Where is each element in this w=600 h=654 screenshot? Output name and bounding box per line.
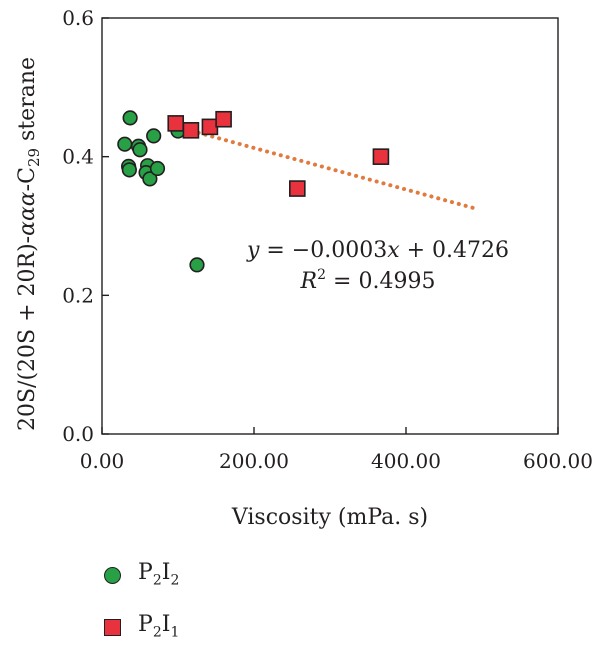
point-p2i1 (215, 110, 232, 128)
x-tick-label: 0.00 (80, 449, 125, 473)
legend-label-p2i2: P2I2 (138, 560, 180, 589)
y-tick-label: 0.6 (62, 6, 94, 30)
point-p2i1 (201, 118, 219, 136)
legend-label-p2i1: P2I1 (138, 612, 180, 641)
legend-marker-square (104, 619, 121, 636)
scatter-chart: 0.0 0.2 0.4 0.6 0.00 200.00 400.00 600.00 Viscos… (15, 6, 593, 530)
point-p2i2 (146, 128, 162, 144)
point-p2i2 (189, 257, 205, 273)
x-tick-label: 600.00 (523, 449, 593, 473)
y-tick-label: 0.4 (62, 145, 94, 169)
y-tick-label: 0.0 (62, 422, 94, 446)
legend-item-p2i1: P2I1 (100, 612, 260, 642)
point-p2i2 (117, 136, 133, 152)
point-p2i2 (142, 171, 158, 187)
point-p2i2 (149, 160, 166, 177)
y-axis-label: 20S/(20S + 20R)-ααα-C29 sterane (15, 57, 43, 431)
point-p2i1 (372, 148, 390, 165)
legend-marker-circle (104, 567, 121, 584)
x-tick-label: 200.00 (219, 449, 289, 473)
point-p2i2 (121, 162, 137, 178)
trend-line (176, 125, 477, 211)
trend-equation: y = −0.0003x + 0.4726 (246, 238, 509, 263)
point-p2i1 (182, 122, 200, 139)
x-axis-label: Viscosity (mPa. s) (231, 505, 428, 530)
point-p2i2 (132, 142, 148, 158)
point-p2i1 (167, 115, 185, 132)
plot-area: 0.0 0.2 0.4 0.6 0.00 200.00 400.00 600.00 Viscos… (15, 6, 593, 530)
point-p2i2 (122, 110, 138, 126)
x-tick-label: 400.00 (371, 449, 441, 473)
y-tick-label: 0.2 (62, 283, 94, 307)
point-p2i1 (289, 180, 306, 197)
plot-frame (101, 17, 559, 435)
trend-r-squared: R2 = 0.4995 (300, 267, 436, 294)
legend-item-p2i2: P2I2 (100, 560, 260, 590)
